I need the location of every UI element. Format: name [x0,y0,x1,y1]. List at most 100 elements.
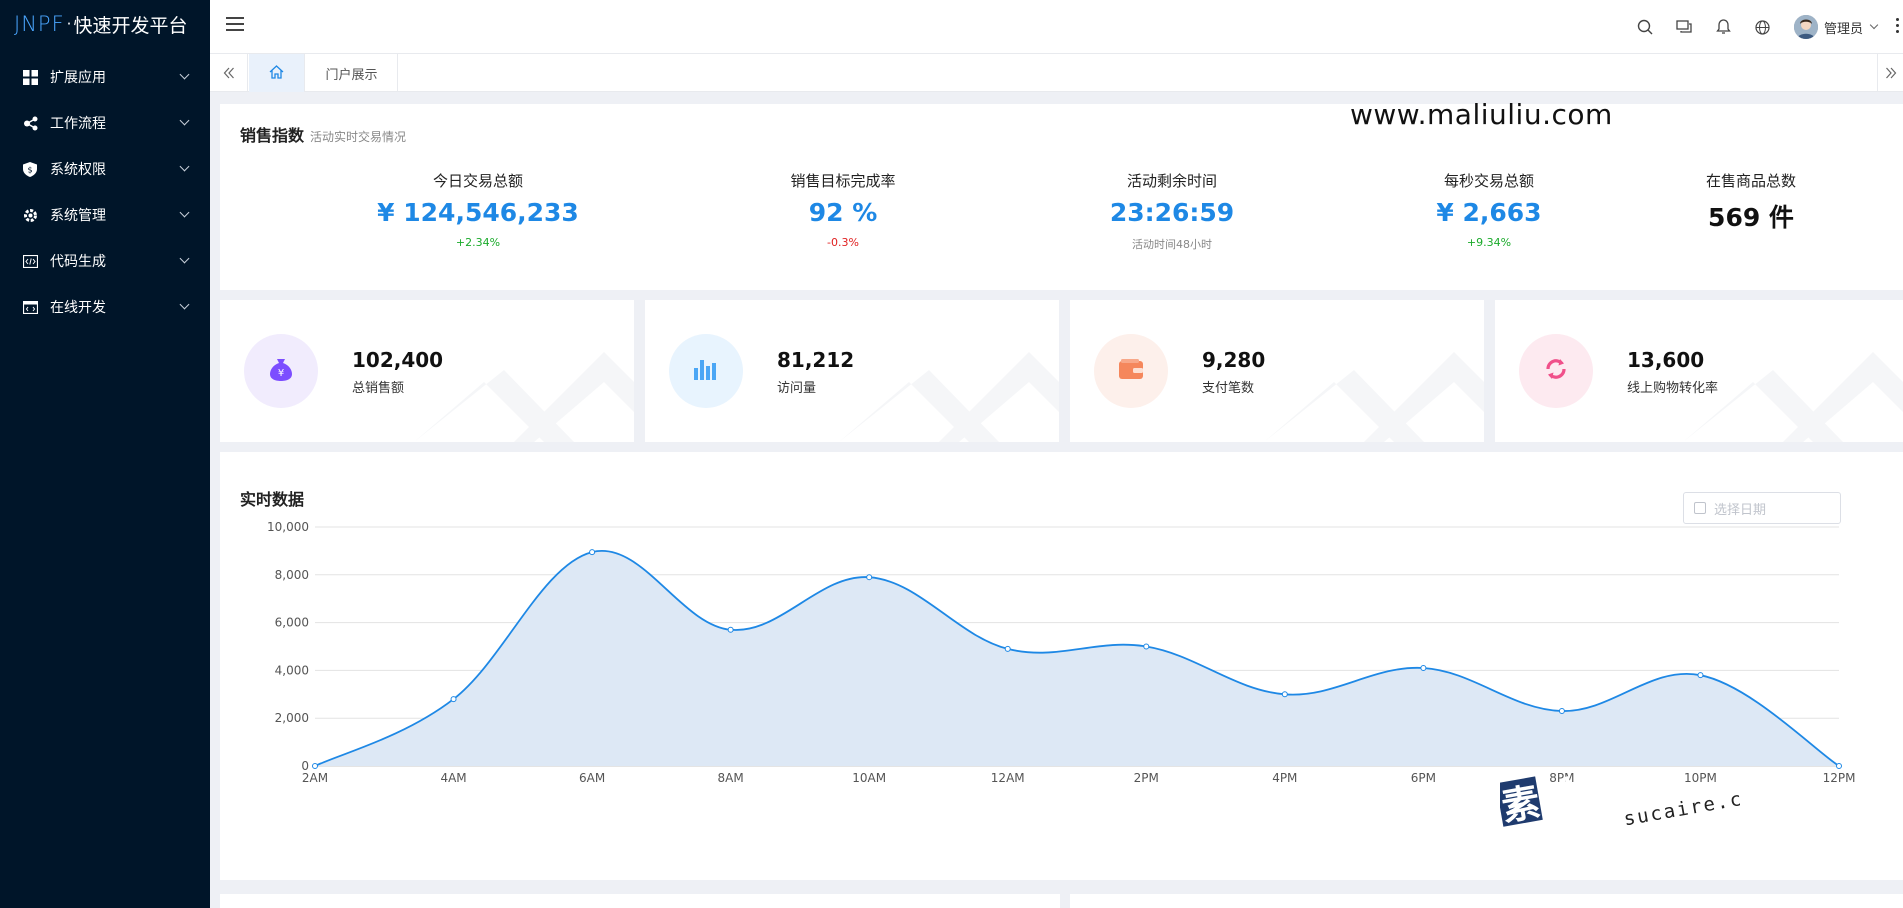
kpi-value: 92 % [808,198,878,227]
user-name: 管理员 [1823,21,1863,37]
x-tick-label: 4AM [440,771,466,785]
logo-dot: · [66,15,72,33]
sidebar-item-system[interactable]: 系统管理 [0,192,210,238]
stat-icon-circle: ¥ [244,334,318,408]
y-tick-label: 2,000 [275,711,309,725]
chevron-down-icon [1869,20,1879,30]
kpi-label: 在售商品总数 [1705,172,1796,190]
gear-icon [22,207,38,223]
kpi-value: ¥ 124,546,233 [377,198,579,227]
chevron-decoration-icon [414,352,634,442]
stat-value: 102,400 [352,348,444,372]
sidebar-item-codegen[interactable]: 代码生成 [0,238,210,284]
kpi-note: +9.34% [1466,236,1512,249]
logo-name: 快速开发平台 [73,14,188,37]
chevron-down-icon [179,299,190,310]
money-bag-icon: ¥ [267,355,295,387]
message-icon[interactable] [1665,0,1704,54]
y-tick-label: 6,000 [275,616,309,630]
y-tick-label: 4,000 [275,663,309,677]
stat-label: 访问量 [777,381,817,396]
menu-toggle-icon[interactable] [226,17,244,33]
data-point [1836,763,1842,769]
logo[interactable]: JNPF · 快速开发平台 [0,0,210,48]
x-tick-label: 8PM [1549,771,1574,785]
avatar [1793,15,1818,39]
search-icon[interactable] [1626,0,1665,54]
realtime-chart-card: 实时数据 选择日期 0 2,000 4,000 6,000 8,000 10,000 2AM… [220,452,1903,880]
wallet-icon [1118,358,1144,384]
sidebar-item-label: 系统管理 [50,208,106,224]
tab-scroll-left-icon[interactable] [210,54,248,92]
sidebar-item-label: 系统权限 [50,162,106,178]
stat-card-payments: 9,280 支付笔数 [1070,300,1484,442]
kpi-label: 今日交易总额 [432,172,523,190]
x-tick-label: 8AM [718,771,744,785]
more-vertical-icon[interactable] [1896,18,1899,36]
stamp-cn: 素材熱 [1500,766,1618,829]
kpi-value: 569 件 [1708,203,1794,232]
chart-title: 实时数据 [240,490,305,509]
sidebar-item-label: 代码生成 [50,254,106,270]
tab-scroll-right-icon[interactable] [1877,54,1903,92]
stat-value: 9,280 [1202,348,1266,372]
refresh-icon [1543,356,1569,386]
top-header: 管理员 [210,0,1903,54]
bar-chart-icon [692,356,720,386]
sales-title: 销售指数 [240,126,305,145]
kpi-remaining-time: 活动剩余时间 23:26:59 活动时间48小时 [1012,170,1332,252]
code-window-icon [22,299,38,315]
chevron-down-icon [179,69,190,80]
stat-icon-circle [1519,334,1593,408]
tabs-bar: 门户展示 [210,54,1903,92]
stat-card-visits: 81,212 访问量 [645,300,1059,442]
kpi-note: -0.3% [827,236,859,249]
stat-label: 线上购物转化率 [1627,381,1719,396]
stat-label: 支付笔数 [1202,381,1255,396]
x-tick-label: 4PM [1272,771,1297,785]
calendar-icon [1694,502,1706,514]
kpi-note: +2.34% [455,236,501,249]
chevron-down-icon [179,161,190,172]
date-picker-input[interactable]: 选择日期 [1683,492,1841,524]
data-point [1143,643,1150,650]
y-tick-label: 0 [301,759,309,773]
code-icon [22,253,38,269]
stamp-en: sucaire.com [1622,783,1740,830]
x-tick-label: 10AM [852,771,886,785]
data-point [1004,645,1011,652]
data-point [1697,672,1704,679]
sales-subtitle: 活动实时交易情况 [310,130,407,144]
y-tick-label: 10,000 [267,520,309,534]
data-point [1420,665,1427,672]
sidebar-item-workflow[interactable]: 工作流程 [0,100,210,146]
globe-icon[interactable] [1743,0,1782,54]
x-tick-label: 12PM [1823,771,1856,785]
data-point [589,549,596,556]
kpi-today-total: 今日交易总额 ¥ 124,546,233 +2.34% [318,170,638,249]
x-tick-label: 2PM [1134,771,1159,785]
x-tick-label: 6PM [1411,771,1436,785]
stat-value: 13,600 [1627,348,1705,372]
tab-portal[interactable]: 门户展示 [306,54,398,92]
user-menu[interactable]: 管理员 [1793,15,1879,39]
stat-card-conversion: 13,600 线上购物转化率 [1495,300,1903,442]
kpi-target-rate: 销售目标完成率 92 % -0.3% [683,170,1003,249]
stat-card-total-sales: ¥ 102,400 总销售额 [220,300,634,442]
watermark-stamp: 素材熱 sucaire.com [1500,766,1740,830]
sidebar-item-extensions[interactable]: 扩展应用 [0,54,210,100]
sidebar-item-online-dev[interactable]: 在线开发 [0,284,210,330]
kpi-label: 每秒交易总额 [1443,172,1534,190]
sidebar-item-permissions[interactable]: $ 系统权限 [0,146,210,192]
chevron-down-icon [179,115,190,126]
data-point [450,696,457,703]
chevron-down-icon [179,207,190,218]
svg-text:¥: ¥ [278,368,284,379]
data-point [312,763,318,769]
stat-icon-circle [1094,334,1168,408]
y-tick-label: 8,000 [275,568,309,582]
sidebar-item-label: 工作流程 [50,116,106,132]
tab-home[interactable] [249,54,305,92]
bell-icon[interactable] [1704,0,1743,54]
x-tick-label: 2AM [302,771,328,785]
